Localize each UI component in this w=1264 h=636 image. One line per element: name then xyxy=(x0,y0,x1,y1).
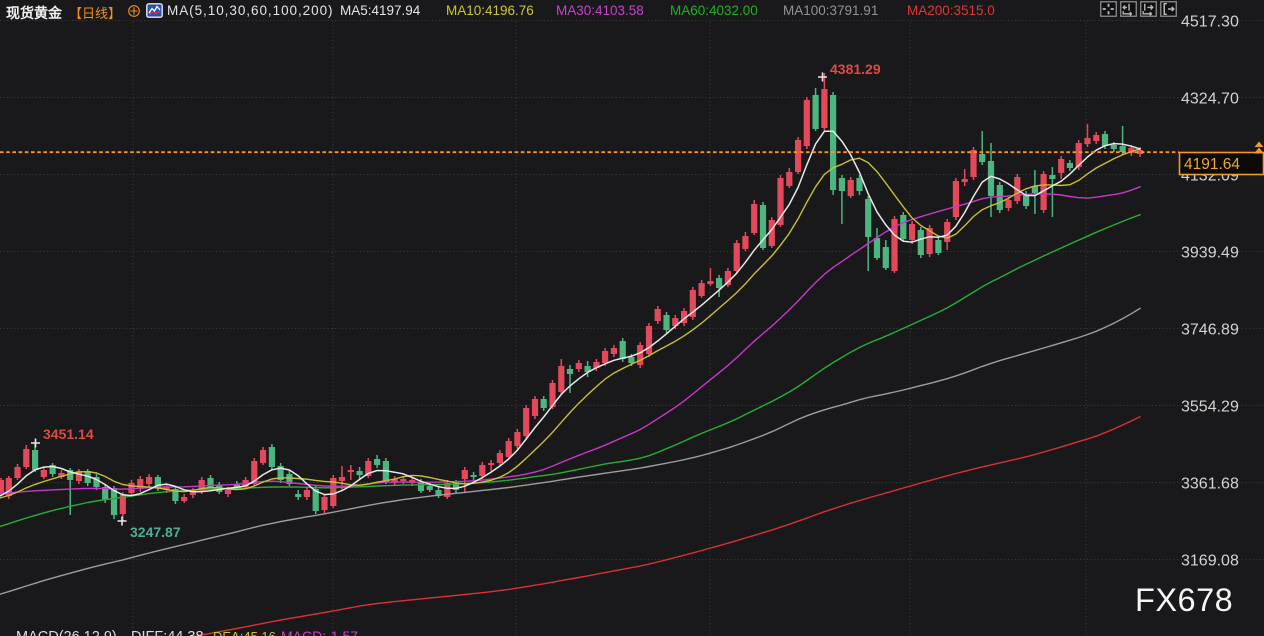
svg-text:3169.08: 3169.08 xyxy=(1181,553,1239,570)
svg-text:DIFF:44.38: DIFF:44.38 xyxy=(131,629,204,636)
svg-text:4191.64: 4191.64 xyxy=(1184,156,1240,173)
svg-text:4381.29: 4381.29 xyxy=(830,61,881,77)
svg-text:FX678: FX678 xyxy=(1135,582,1233,618)
svg-text:3939.49: 3939.49 xyxy=(1181,245,1239,262)
svg-text:3361.68: 3361.68 xyxy=(1181,476,1239,493)
svg-text:DEA:45.16: DEA:45.16 xyxy=(213,629,276,636)
svg-text:3554.29: 3554.29 xyxy=(1181,399,1239,416)
svg-text:3746.89: 3746.89 xyxy=(1181,322,1239,339)
svg-text:4517.30: 4517.30 xyxy=(1181,14,1239,31)
svg-text:MACD:-1.57: MACD:-1.57 xyxy=(281,628,358,636)
svg-text:3247.87: 3247.87 xyxy=(130,524,181,540)
svg-text:3451.14: 3451.14 xyxy=(43,426,94,442)
svg-text:MACD(26,12,9): MACD(26,12,9) xyxy=(16,629,117,636)
svg-text:4324.70: 4324.70 xyxy=(1181,91,1239,108)
